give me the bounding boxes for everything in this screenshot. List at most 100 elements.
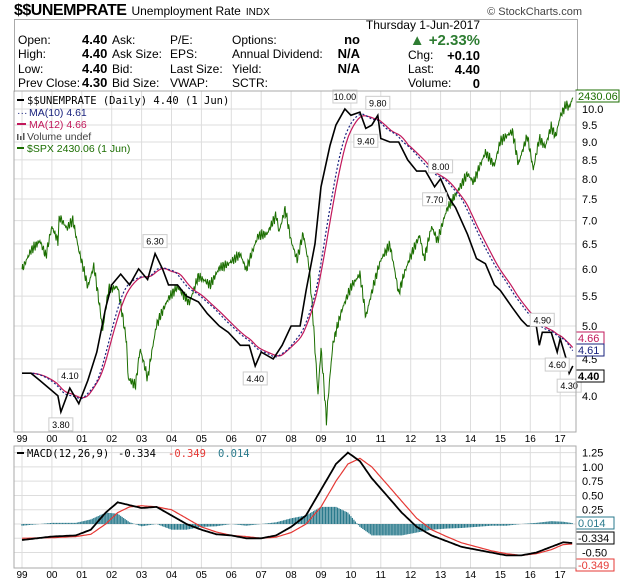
annotation-box — [353, 133, 379, 148]
y-tick-label: 8.5 — [582, 155, 597, 167]
eps-label: EPS: — [170, 47, 198, 61]
x-tick-label: 10 — [345, 570, 357, 580]
x-tick-label: 06 — [226, 570, 238, 580]
macd-legend: MACD(12,26,9) -0.334 -0.349 0.014 — [17, 448, 250, 460]
annotation-label: 9.80 — [369, 98, 387, 108]
y-tick-label: 5.0 — [582, 321, 597, 333]
y-tick-label: 9.0 — [582, 137, 597, 149]
y-tick-label: 10.0 — [582, 104, 603, 116]
annotation-label: 4.90 — [533, 315, 551, 325]
annotation-label: 3.80 — [52, 420, 70, 430]
volume-label: Volume: — [408, 76, 452, 90]
annotation-box — [332, 89, 358, 104]
y-tick-label: 6.0 — [582, 264, 597, 276]
change-percent: ▲ +2.33% — [409, 32, 480, 49]
x-tick-label: 08 — [286, 434, 298, 445]
ask-label: Ask: — [112, 33, 136, 47]
annotation-box — [529, 312, 555, 327]
y-tick-label: 5.5 — [582, 291, 597, 303]
legend-volume: Volume undef — [27, 131, 91, 143]
legend-swatch-price — [17, 99, 24, 101]
macd-y-tick-label: 0.25 — [582, 505, 603, 517]
legend-signal-value: -0.349 — [168, 448, 206, 460]
x-tick-label: 15 — [495, 570, 507, 580]
axes: 99 99 00 00 01 01 02 02 03 03 04 04 05 05 06 06 07 07 08 08… — [16, 89, 620, 580]
y-tick-label: 6.5 — [582, 239, 597, 251]
x-tick-label: 14 — [465, 570, 477, 580]
options-label: Options: — [232, 33, 277, 47]
x-tick-label: 00 — [46, 434, 58, 445]
x-tick-label: 07 — [256, 434, 268, 445]
x-tick-label: 13 — [435, 570, 447, 580]
annotation-label: 4.40 — [246, 374, 264, 384]
x-tick-label: 08 — [286, 570, 298, 580]
chg-value: +0.10 — [447, 48, 480, 63]
annotation-label: 10.00 — [334, 92, 357, 102]
macd-y-tick-label: -0.50 — [582, 548, 607, 560]
sctr-label: SCTR: — [232, 76, 268, 90]
legend-macd-title: MACD(12,26,9) — [27, 448, 109, 460]
right-value-label: 4.61 — [578, 345, 599, 357]
volume-value: 0 — [472, 76, 480, 91]
annotation-label: 9.40 — [357, 136, 375, 146]
macd-right-label: -0.349 — [578, 560, 609, 572]
last-size-label: Last Size: — [170, 62, 223, 76]
x-tick-label: 13 — [435, 434, 447, 445]
x-tick-label: 14 — [465, 434, 477, 445]
x-tick-label: 99 — [16, 570, 28, 580]
price-legend: $$UNEMPRATE (Daily) 4.40 (1 Jun) ··· MA(… — [17, 95, 229, 155]
annotation-box — [57, 368, 83, 383]
options-value: no — [344, 32, 360, 47]
annual-dividend-value: N/A — [337, 46, 360, 61]
y-tick-label: 7.0 — [582, 216, 597, 228]
annotation-label: 6.30 — [146, 237, 164, 247]
right-value-label: 2430.06 — [578, 91, 618, 103]
brand-logo[interactable]: © StockCharts.com — [487, 6, 582, 18]
y-tick-label: 7.5 — [582, 194, 597, 206]
unemployment-line — [22, 107, 574, 415]
legend-swatch-spx — [17, 147, 24, 149]
x-tick-label: 12 — [405, 570, 417, 580]
symbol-title: $$UNEMPRATE — [14, 2, 127, 19]
x-tick-label: 11 — [376, 570, 387, 580]
bid-size-label: Bid Size: — [112, 76, 160, 90]
macd-right-label: 0.014 — [578, 518, 606, 530]
annotation-label: 8.00 — [432, 162, 450, 172]
open-value: 4.40 — [82, 32, 108, 47]
x-tick-label: 02 — [106, 434, 118, 445]
x-tick-label: 03 — [136, 570, 148, 580]
x-tick-label: 04 — [166, 434, 178, 445]
prev-close-label: Prev Close: — [18, 76, 81, 90]
annual-dividend-label: Annual Dividend: — [232, 47, 323, 61]
x-tick-label: 05 — [196, 434, 208, 445]
annotation-box — [242, 371, 268, 386]
x-tick-label: 16 — [525, 570, 537, 580]
vwap-label: VWAP: — [170, 76, 209, 90]
x-tick-label: 03 — [136, 434, 148, 445]
ma12-line — [24, 115, 574, 399]
yield-label: Yield: — [232, 62, 262, 76]
y-tick-label: 9.5 — [582, 120, 597, 132]
title-row: $$UNEMPRATE Unemployment Rate INDX — [14, 2, 270, 22]
legend-macd-value: -0.334 — [118, 448, 156, 460]
y-tick-label: 4.5 — [582, 354, 597, 366]
spx-line — [21, 97, 574, 426]
y-tick-label: 8.0 — [582, 174, 597, 186]
annotation-label: 7.70 — [426, 195, 444, 205]
legend-hist-value: 0.014 — [218, 448, 250, 460]
x-tick-label: 15 — [495, 434, 507, 445]
right-value-label: 4.66 — [578, 333, 599, 345]
exchange-label: INDX — [245, 7, 270, 18]
macd-panel-border — [13, 445, 577, 569]
x-tick-label: 17 — [555, 434, 567, 445]
legend-price: $$UNEMPRATE (Daily) 4.40 (1 Jun) — [27, 95, 229, 107]
annotation-box — [142, 234, 168, 249]
annotation-box — [365, 95, 391, 110]
legend-swatch-ma12 — [17, 123, 26, 125]
symbol-name: Unemployment Rate — [131, 4, 241, 18]
volume-bars-icon — [17, 133, 25, 140]
yield-value: N/A — [337, 61, 360, 76]
annotation-box — [544, 357, 570, 372]
quote-info-box — [14, 19, 578, 92]
